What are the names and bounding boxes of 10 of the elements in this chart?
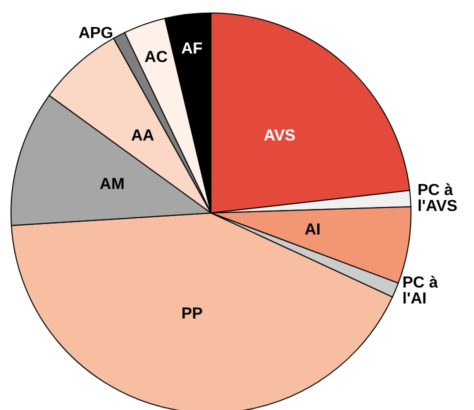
slice-label: PP — [181, 306, 204, 323]
slice-label: AF — [181, 40, 203, 58]
slice-label: PC à l'AI — [402, 274, 442, 308]
slice-label: AVS — [264, 128, 296, 145]
slice-label: AM — [100, 176, 125, 193]
slice-label: AI — [304, 221, 321, 238]
slice-label: AC — [144, 48, 168, 66]
slice-label: PC à l'AVS — [417, 182, 458, 215]
slice-label: AA — [131, 127, 155, 144]
slice-label: APG — [78, 25, 114, 42]
